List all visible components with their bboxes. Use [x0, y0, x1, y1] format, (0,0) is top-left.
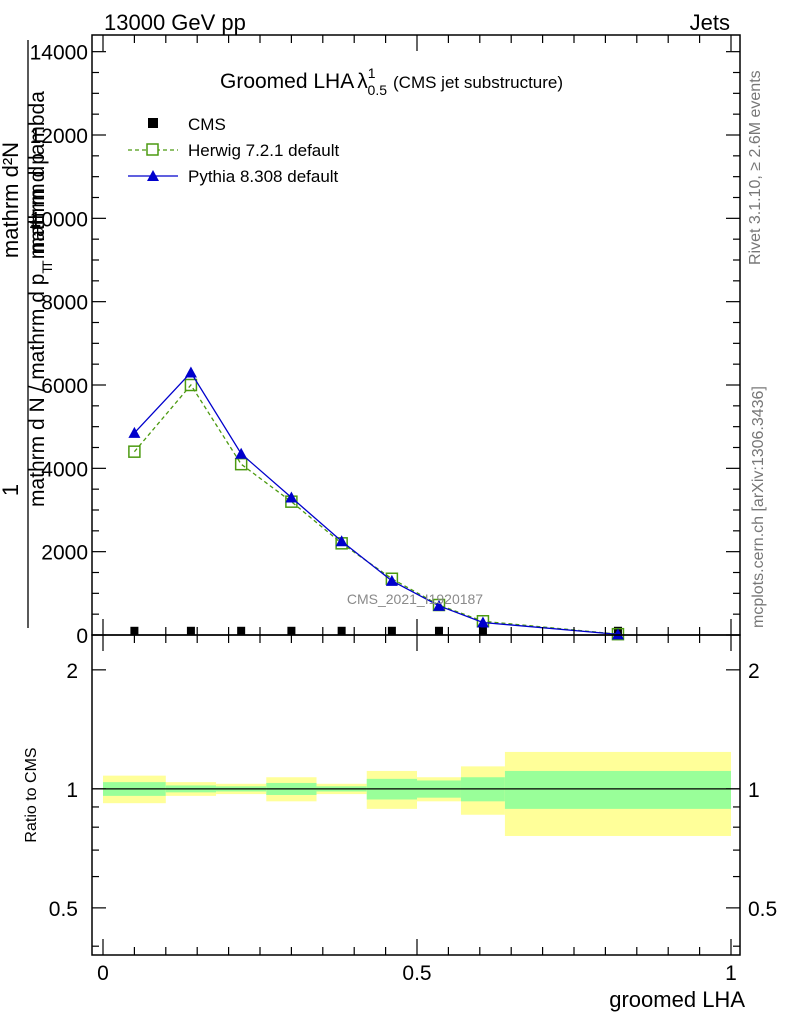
main-ytick-label-7: 14000 [30, 42, 88, 65]
analysis-watermark: CMS_2021_I1920187 [347, 591, 483, 607]
ylabel-numerator: mathrm d²N [0, 142, 23, 258]
series-0-point-7 [478, 626, 487, 635]
ratio-y-axis-label: Ratio to CMS [23, 747, 40, 842]
series-2-point-1 [184, 366, 197, 378]
ylabel-denominator-b: T mathrm d lambda [26, 91, 55, 269]
series-2-point-0 [128, 426, 141, 438]
legend-herwig-marker [146, 143, 159, 156]
series-2-point-6 [432, 599, 445, 611]
title-main: Groomed LHA [220, 70, 354, 93]
ylabel-denominator-a: mathrm d N / mathrm d pT mathrm d p [26, 153, 55, 507]
series-2-point-5 [385, 574, 398, 586]
ratio-stat-band-8 [504, 770, 731, 809]
plot-title: Groomed LHA λ1 0.5 (CMS jet substructure) [220, 65, 563, 98]
series-2-point-7 [476, 616, 489, 628]
legend-pythia-marker [147, 170, 159, 181]
main-y-axis: 0 2000 4000 6000 8000 10000 12000 14000 [30, 42, 740, 648]
rivet-version-label: Rivet 3.1.10, ≥ 2.6M events [747, 70, 764, 265]
series-0-point-2 [237, 626, 246, 635]
ratio-y-axis: 0.5 0.5 1 1 2 2 [49, 660, 777, 947]
ratio-ytick-label-left-1: 1 [66, 779, 78, 802]
mcplots-label: mcplots.cern.ch [arXiv:1306.3436] [750, 386, 767, 628]
xtick-label-0: 0 [97, 962, 109, 985]
xtick-label-2: 1 [725, 962, 737, 985]
title-lambda: λ [357, 70, 368, 93]
ratio-panel-frame [91, 634, 741, 956]
ylabel-one: 1 [0, 484, 23, 496]
ratio-ytick-label-right-1: 1 [748, 779, 760, 802]
series-2-point-2 [235, 447, 248, 459]
main-ytick-label-4: 8000 [41, 292, 88, 315]
x-axis: 0 0.5 1 [97, 35, 737, 985]
title-sub: 0.5 [368, 82, 388, 98]
series-2-point-8 [611, 628, 624, 640]
title-suffix: (CMS jet substructure) [393, 73, 563, 92]
series-1-point-0 [128, 445, 141, 458]
series-2-point-3 [285, 491, 298, 503]
header-energy-label: 13000 GeV pp [104, 10, 246, 35]
series-0-point-5 [387, 626, 396, 635]
legend-cms-label: CMS [188, 115, 226, 134]
ratio-ytick-label-right-2: 2 [748, 660, 760, 683]
xtick-label-1: 0.5 [402, 962, 431, 985]
ratio-ytick-label-right-0: 0.5 [748, 898, 777, 921]
ratio-uncertainty-bands [103, 751, 731, 836]
main-ytick-label-0: 0 [76, 625, 88, 648]
legend: CMS Herwig 7.2.1 default Pythia 8.308 de… [128, 115, 339, 186]
main-ytick-label-6: 12000 [30, 125, 88, 148]
x-axis-label: groomed LHA [609, 987, 745, 1012]
series-0-point-4 [337, 626, 346, 635]
series-0-point-1 [186, 626, 195, 635]
main-y-axis-label: 1 mathrm d²N mathrm d N / mathrm d pT ma… [0, 40, 55, 628]
ratio-ytick-label-left-0: 0.5 [49, 898, 78, 921]
series-1-point-2 [234, 457, 248, 471]
main-series-group [128, 366, 625, 641]
header-jets-label: Jets [690, 10, 730, 35]
legend-cms-marker [148, 118, 158, 128]
main-ytick-label-5: 10000 [30, 208, 88, 231]
legend-herwig-label: Herwig 7.2.1 default [188, 141, 339, 160]
main-ytick-label-3: 6000 [41, 375, 88, 398]
main-ytick-label-2: 4000 [41, 458, 88, 481]
main-ytick-label-1: 2000 [41, 542, 88, 565]
series-0-point-6 [434, 626, 443, 635]
title-sup: 1 [368, 65, 376, 81]
series-1-point-1 [184, 378, 198, 392]
legend-pythia-label: Pythia 8.308 default [188, 167, 339, 186]
series-2-point-4 [335, 535, 348, 547]
ratio-ytick-label-left-2: 2 [66, 660, 78, 683]
